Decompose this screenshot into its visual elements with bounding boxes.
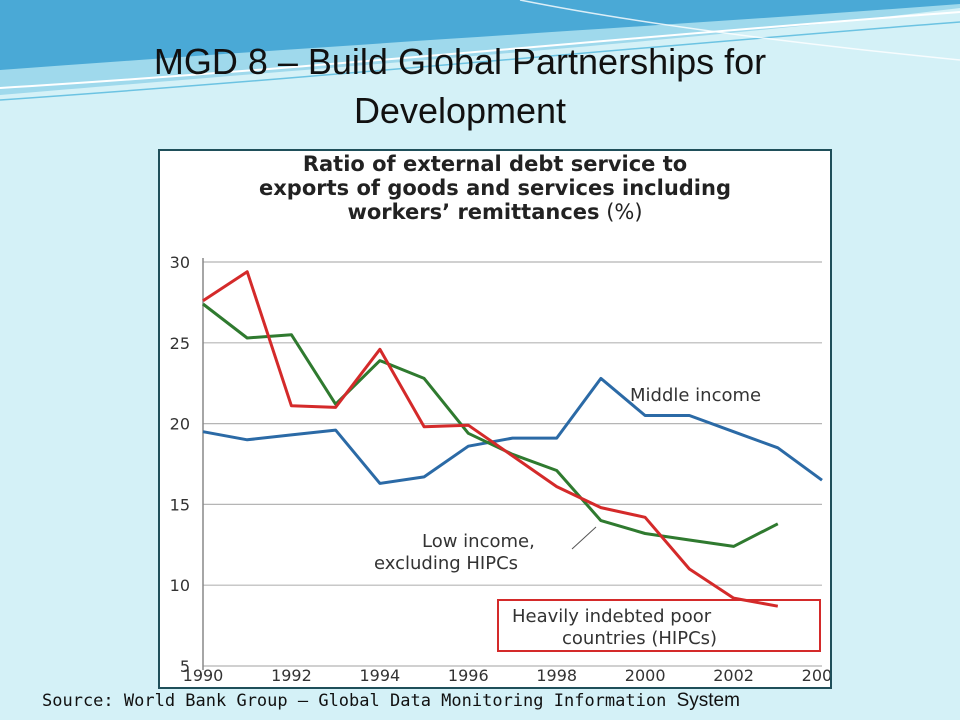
series-label-low-income: Low income,	[422, 531, 535, 552]
series-label-low-income: excluding HIPCs	[374, 553, 518, 574]
y-tick-label: 20	[170, 415, 190, 434]
y-tick-label: 15	[170, 495, 190, 514]
series-line-1	[202, 376, 823, 485]
y-tick-label: 5	[180, 657, 190, 676]
hipc-label-box	[497, 599, 821, 652]
y-tick-label: 25	[170, 334, 190, 353]
series-line-2	[202, 302, 779, 548]
x-tick-label: 1990	[183, 666, 224, 685]
chart-frame: Ratio of external debt service to exports…	[158, 149, 832, 689]
series-line-3	[202, 270, 779, 608]
x-tick-label: 2004	[802, 666, 830, 685]
chart-title-line: Ratio of external debt service to	[303, 152, 687, 176]
debt-service-chart: Ratio of external debt service toexports…	[170, 152, 830, 685]
x-tick-label: 1992	[271, 666, 312, 685]
chart-title-line: workers’ remittances (%)	[347, 200, 642, 224]
x-tick-label: 2002	[713, 666, 754, 685]
chart-title-unit: (%)	[600, 200, 643, 224]
series-label-leader	[571, 526, 597, 550]
source-text-tail: System	[676, 690, 740, 711]
series-label-hipc: Heavily indebted poor	[512, 606, 712, 627]
source-note: Source: World Bank Group – Global Data M…	[42, 690, 740, 712]
x-tick-label: 2000	[625, 666, 666, 685]
x-tick-label: 1994	[359, 666, 400, 685]
x-tick-label: 1998	[536, 666, 577, 685]
decorative-swoosh	[0, 0, 960, 101]
x-tick-label: 1996	[448, 666, 489, 685]
series-label-hipc: countries (HIPCs)	[562, 628, 717, 649]
y-tick-label: 30	[170, 253, 190, 272]
source-text: Source: World Bank Group – Global Data M…	[42, 691, 667, 711]
y-tick-label: 10	[170, 576, 190, 595]
slide-title-line-1: MGD 8 – Build Global Partnerships for	[153, 41, 767, 82]
series-label-middle-income: Middle income	[630, 385, 761, 406]
chart-title-line: exports of goods and services including	[259, 176, 731, 200]
slide-title-line-2: Development	[353, 90, 567, 131]
